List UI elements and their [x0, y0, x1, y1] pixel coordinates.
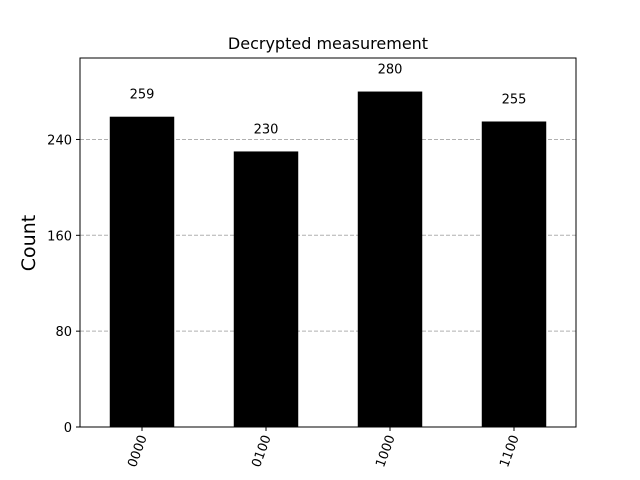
y-tick-label: 0: [64, 421, 72, 436]
bar: [109, 116, 175, 428]
bar: [481, 121, 547, 427]
gridlines: [80, 138, 576, 332]
y-axis-label: Count: [18, 215, 40, 271]
y-tick-label: 160: [47, 229, 72, 244]
y-tick-label: 240: [47, 133, 72, 148]
y-tick-label: 80: [55, 325, 72, 340]
plot-area-frame: [79, 57, 577, 428]
bar-value-label: 255: [502, 92, 527, 107]
bar-value-label: 230: [254, 122, 279, 137]
bar: [233, 151, 299, 427]
bars: [109, 91, 547, 428]
bar: [357, 91, 423, 427]
bar-value-label: 259: [130, 88, 155, 103]
bar-value-label: 280: [378, 63, 403, 78]
chart-title: Decrypted measurement: [228, 34, 428, 53]
bar-value-labels: 259 230 280 255: [130, 63, 527, 138]
y-axis-ticks: 0 80 160 240: [47, 133, 80, 436]
